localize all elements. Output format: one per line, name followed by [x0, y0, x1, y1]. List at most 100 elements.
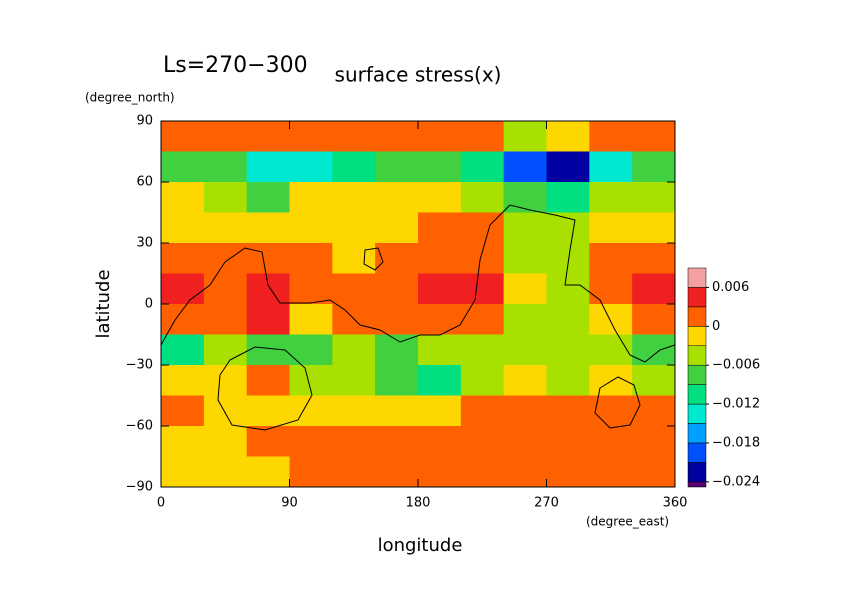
contour-cell [418, 243, 462, 274]
contour-cell [375, 151, 419, 183]
contour-cell [375, 334, 419, 366]
contour-cell [503, 395, 547, 427]
contour-cell [246, 243, 290, 274]
contour-cell [289, 456, 333, 488]
contour-cell [375, 182, 419, 213]
contour-cell [503, 182, 547, 213]
contour-cell [589, 182, 633, 213]
contour-cell [246, 456, 290, 488]
contour-cell [503, 121, 547, 152]
contour-cell [203, 273, 248, 305]
contour-cell [289, 212, 333, 244]
contour-cell [589, 395, 633, 427]
contour-cell [203, 151, 248, 183]
contour-cell [460, 365, 505, 396]
contour-cell [161, 243, 205, 274]
contour-cell [589, 334, 633, 366]
y-tick-label: 90 [136, 114, 153, 129]
contour-cell [161, 121, 205, 152]
y-tick-label: 0 [145, 297, 153, 312]
contour-cell [460, 151, 505, 183]
colorbar-band [687, 364, 707, 385]
colorbar: −0.024 −0.018 −0.012 −0.006 0 0.006 [687, 267, 760, 489]
contour-field [161, 121, 676, 488]
contour-cell [460, 334, 505, 366]
contour-cell [332, 395, 376, 427]
contour-cell [246, 121, 290, 152]
contour-cell [503, 273, 547, 305]
contour-cell [203, 395, 248, 427]
contour-cell [589, 456, 633, 488]
contour-cell [246, 395, 290, 427]
contour-cell [161, 182, 205, 213]
contour-cell [375, 426, 419, 457]
contour-cell [203, 121, 248, 152]
colorbar-band [687, 345, 707, 366]
y-unit: (degree_north) [85, 91, 175, 105]
y-tick-label: 60 [136, 175, 153, 190]
contour-cell [332, 182, 376, 213]
contour-cell [203, 365, 248, 396]
contour-cell [546, 273, 590, 305]
contour-cell [161, 151, 205, 183]
contour-cell [503, 365, 547, 396]
contour-cell [589, 243, 633, 274]
x-tick-label: 0 [157, 496, 165, 511]
contour-cell [503, 243, 547, 274]
contour-cell [418, 456, 462, 488]
contour-cell [332, 121, 376, 152]
contour-cell [546, 365, 590, 396]
contour-cell [589, 273, 633, 305]
colorbar-band [687, 403, 707, 424]
contour-cell [589, 212, 633, 244]
contour-cell [546, 334, 590, 366]
contour-cell [375, 304, 419, 335]
contour-cell [161, 212, 205, 244]
contour-cell [546, 426, 590, 457]
axes: 0 90 180 270 360 90 60 30 0 −30 −60 −90 [126, 114, 688, 511]
contour-cell [632, 304, 676, 335]
contour-cell [418, 151, 462, 183]
contour-cell [503, 212, 547, 244]
contour-cell [161, 273, 205, 305]
contour-cell [375, 365, 419, 396]
contour-cell [289, 273, 333, 305]
contour-cell [289, 182, 333, 213]
contour-cell [460, 395, 505, 427]
contour-cell [203, 456, 248, 488]
x-tick-label: 180 [406, 496, 431, 511]
contour-cell [289, 243, 333, 274]
colorbar-band [687, 423, 707, 444]
contour-cell [460, 426, 505, 457]
colorbar-tick-label: −0.024 [712, 474, 760, 489]
contour-cell [589, 121, 633, 152]
contour-cell [375, 273, 419, 305]
x-tick-label: 270 [534, 496, 559, 511]
x-tick-label: 90 [281, 496, 298, 511]
contour-cell [332, 243, 376, 274]
contour-cell [246, 365, 290, 396]
colorbar-band [687, 384, 707, 405]
contour-cell [161, 395, 205, 427]
subtitle: Ls=270−300 [163, 53, 308, 78]
contour-cell [203, 182, 248, 213]
contour-cell [289, 304, 333, 335]
contour-cell [418, 212, 462, 244]
colorbar-tick-label: 0.006 [712, 280, 749, 295]
y-axis-label: latitude [93, 269, 114, 338]
x-axis-label: longitude [378, 535, 463, 556]
contour-cell [332, 273, 376, 305]
contour-cell [589, 304, 633, 335]
contour-cell [332, 212, 376, 244]
contour-cell [332, 151, 376, 183]
contour-cell [546, 395, 590, 427]
contour-cell [503, 334, 547, 366]
contour-cell [460, 121, 505, 152]
contour-cell [418, 365, 462, 396]
outline-north [160, 204, 676, 363]
colorbar-band [687, 267, 707, 288]
contour-cell [460, 304, 505, 335]
contour-cell [632, 365, 676, 396]
contour-cell [632, 334, 676, 366]
